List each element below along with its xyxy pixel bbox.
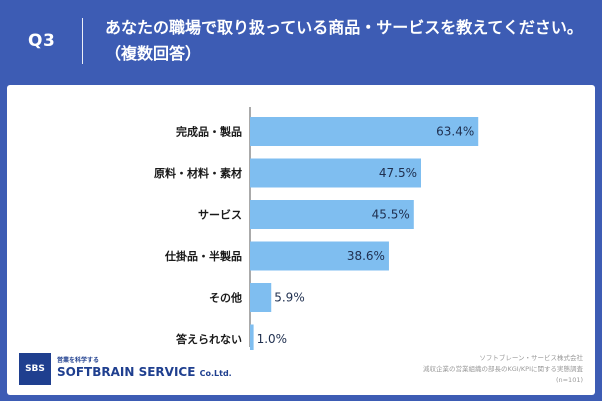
brand-footer: SBS 営業を科学する SOFTBRAIN SERVICE Co.Ltd. [19, 353, 232, 389]
category-label: 完成品・製品 [176, 125, 242, 139]
category-label: 仕掛品・半製品 [164, 249, 242, 263]
bar [250, 283, 272, 312]
value-label: 47.5% [379, 166, 417, 180]
bar-chart: 完成品・製品 63.4% 原料・材料・素材 47.5% サービス 45.5% 仕掛品・半製品… [154, 107, 479, 350]
brand-name-suffix: Co.Ltd. [199, 369, 232, 378]
sbs-logo: SBS [19, 353, 51, 385]
brand-name: SOFTBRAIN SERVICE Co.Ltd. [57, 365, 232, 379]
value-label: 1.0% [257, 332, 288, 346]
bar [250, 324, 254, 350]
question-text: あなたの職場で取り扱っている商品・サービスを教えてください。（複数回答） [105, 18, 583, 63]
header-divider [82, 18, 83, 64]
category-label: サービス [198, 208, 242, 222]
category-label: その他 [209, 291, 242, 305]
source-survey: 減収企業の営業組織の部長のKGI/KPIに関する実態調査 [422, 365, 583, 373]
chart-card: 完成品・製品 63.4% 原料・材料・素材 47.5% サービス 45.5% 仕掛品・半製品… [7, 85, 595, 395]
source-sample-size: (n=101) [555, 376, 583, 384]
value-label: 5.9% [274, 291, 305, 305]
brand-tagline: 営業を科学する [57, 357, 100, 364]
category-label: 答えられない [176, 332, 242, 346]
bar [250, 158, 421, 188]
value-label: 63.4% [436, 125, 474, 139]
source-company: ソフトブレーン・サービス株式会社 [479, 354, 583, 362]
question-number: Q3 [28, 31, 56, 51]
value-label: 38.6% [347, 249, 385, 263]
bar [250, 200, 414, 229]
source-note: ソフトブレーン・サービス株式会社 減収企業の営業組織の部長のKGI/KPIに関す… [353, 353, 583, 386]
bar [250, 117, 479, 146]
category-label: 原料・材料・素材 [154, 166, 242, 180]
header: Q3 あなたの職場で取り扱っている商品・サービスを教えてください。（複数回答） [0, 0, 602, 80]
value-label: 45.5% [372, 208, 410, 222]
brand-name-main: SOFTBRAIN SERVICE [57, 365, 196, 379]
bar [250, 241, 389, 271]
